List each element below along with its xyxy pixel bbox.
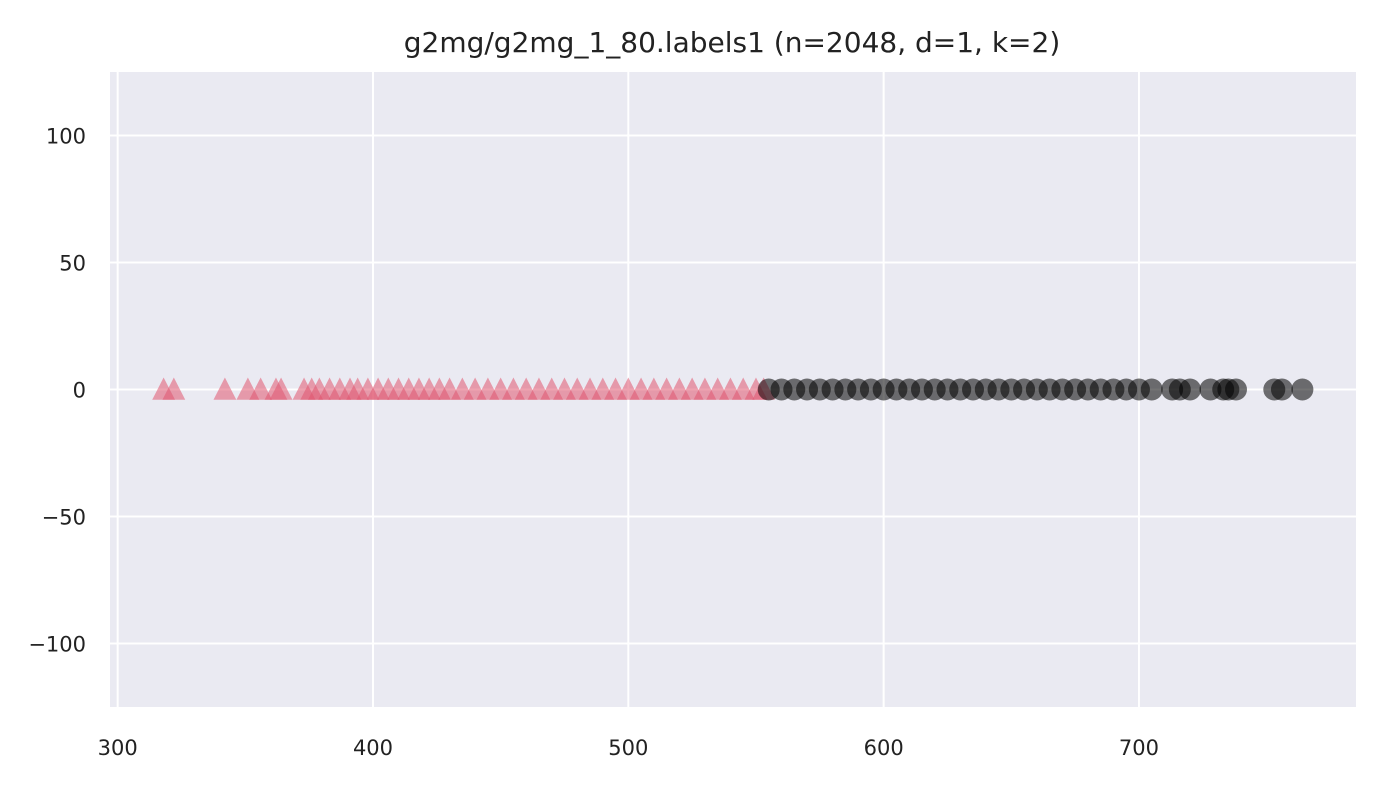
circle-point (1270, 378, 1293, 401)
triangle-point (249, 377, 273, 400)
x-tick-label: 300 (98, 736, 138, 760)
triangle-point (269, 377, 293, 400)
chart-title: g2mg/g2mg_1_80.labels1 (n=2048, d=1, k=2… (404, 26, 1061, 59)
data-series (152, 377, 1314, 401)
circle-point (1224, 378, 1247, 401)
x-tick-label: 400 (353, 736, 393, 760)
y-tick-label: −50 (42, 506, 86, 530)
series-circle (757, 378, 1314, 401)
triangle-point (213, 377, 237, 400)
y-tick-label: 0 (73, 379, 86, 403)
x-tick-label: 700 (1119, 736, 1159, 760)
triangle-point (162, 377, 186, 400)
circle-point (1140, 378, 1163, 401)
y-axis-ticks: 100 50 0 −50 −100 (28, 125, 86, 657)
x-axis-ticks: 300 400 500 600 700 (98, 736, 1159, 760)
y-tick-label: −100 (28, 633, 86, 657)
x-tick-label: 600 (864, 736, 904, 760)
y-tick-label: 100 (46, 125, 86, 149)
circle-point (1291, 378, 1314, 401)
x-tick-label: 500 (608, 736, 648, 760)
y-tick-label: 50 (59, 252, 86, 276)
circle-point (1179, 378, 1202, 401)
